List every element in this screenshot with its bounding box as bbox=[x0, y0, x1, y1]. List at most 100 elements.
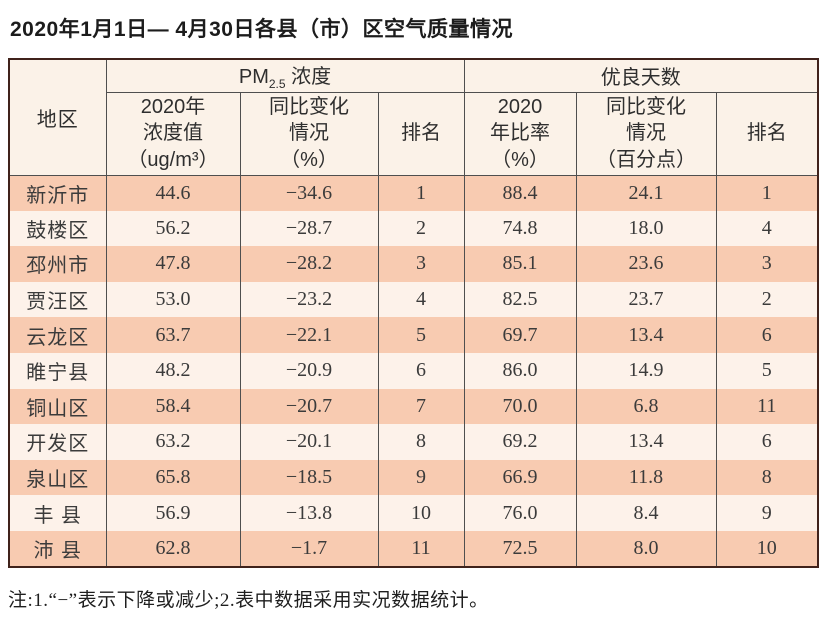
pm-change-cell: −34.6 bbox=[239, 175, 378, 211]
header-sub-row: 2020年 浓度值 （ug/m³） 同比变化 情况 （%） 排名 2020 年比… bbox=[9, 92, 819, 176]
good-days-rate-cell: 66.9 bbox=[463, 459, 577, 496]
pm-rank-cell: 9 bbox=[377, 459, 465, 496]
table-row: 开发区 63.2 −20.1 8 69.2 13.4 6 bbox=[9, 424, 819, 460]
good-days-change-cell: 14.9 bbox=[575, 352, 717, 389]
table-row: 鼓楼区 56.2 −28.7 2 74.8 18.0 4 bbox=[9, 210, 819, 247]
good-days-rate-cell: 72.5 bbox=[463, 530, 577, 567]
pm-concentration-cell: 58.4 bbox=[105, 388, 240, 425]
table-row: 邳州市 47.8 −28.2 3 85.1 23.6 3 bbox=[9, 246, 819, 282]
pm-concentration-cell: 56.2 bbox=[105, 210, 240, 247]
good-days-change-cell: 13.4 bbox=[575, 317, 717, 353]
header-pm-change: 同比变化 情况 （%） bbox=[239, 92, 378, 176]
good-days-rank-cell: 5 bbox=[715, 352, 819, 389]
good-days-rate-cell: 82.5 bbox=[463, 281, 577, 318]
air-quality-table: 地区 PM2.5 浓度 优良天数 2020年 浓度值 （ug/m³） 同比变化 … bbox=[8, 58, 820, 568]
region-cell: 鼓楼区 bbox=[26, 219, 90, 242]
pm25-prefix: PM bbox=[238, 66, 269, 89]
pm-concentration-cell: 65.8 bbox=[105, 459, 240, 496]
good-days-change-cell: 24.1 bbox=[575, 175, 717, 211]
pm-rank-cell: 8 bbox=[377, 424, 465, 460]
table-body: 新沂市 44.6 −34.6 1 88.4 24.1 1 鼓楼区 56.2 −2… bbox=[9, 175, 819, 567]
table-row: 睢宁县 48.2 −20.9 6 86.0 14.9 5 bbox=[9, 352, 819, 389]
good-days-rate-cell: 88.4 bbox=[463, 175, 577, 211]
pm-rank-cell: 4 bbox=[377, 281, 465, 318]
good-days-change-cell: 23.6 bbox=[575, 246, 717, 282]
pm-change-cell: −28.2 bbox=[239, 246, 378, 282]
region-cell: 丰 县 bbox=[33, 504, 83, 527]
pm-change-cell: −20.9 bbox=[239, 352, 378, 389]
region-cell: 开发区 bbox=[26, 433, 90, 456]
pm25-subscript: 2.5 bbox=[268, 77, 286, 92]
good-days-rank-cell: 2 bbox=[715, 281, 819, 318]
table-row: 丰 县 56.9 −13.8 10 76.0 8.4 9 bbox=[9, 495, 819, 531]
good-days-rate-cell: 70.0 bbox=[463, 388, 577, 425]
pm-rank-cell: 2 bbox=[377, 210, 465, 247]
region-cell: 新沂市 bbox=[26, 184, 90, 207]
good-days-rank-cell: 11 bbox=[715, 388, 819, 425]
header-good-days-rank: 排名 bbox=[715, 92, 819, 176]
pm-rank-cell: 5 bbox=[377, 317, 465, 353]
table-row: 铜山区 58.4 −20.7 7 70.0 6.8 11 bbox=[9, 388, 819, 425]
table-header: 地区 PM2.5 浓度 优良天数 2020年 浓度值 （ug/m³） 同比变化 … bbox=[9, 59, 819, 176]
pm-concentration-cell: 53.0 bbox=[105, 281, 240, 318]
good-days-change-cell: 18.0 bbox=[575, 210, 717, 247]
pm-change-cell: −13.8 bbox=[239, 495, 378, 531]
good-days-rank-cell: 1 bbox=[715, 175, 819, 211]
footnote: 注:1.“−”表示下降或减少;2.表中数据采用实况数据统计。 bbox=[8, 589, 489, 611]
good-days-rate-cell: 69.7 bbox=[463, 317, 577, 353]
pm-rank-cell: 1 bbox=[377, 175, 465, 211]
pm-change-cell: −28.7 bbox=[239, 210, 378, 247]
page-title: 2020年1月1日— 4月30日各县（市）区空气质量情况 bbox=[10, 18, 513, 41]
good-days-rank-cell: 8 bbox=[715, 459, 819, 496]
good-days-rate-cell: 85.1 bbox=[463, 246, 577, 282]
region-cell: 泉山区 bbox=[26, 469, 90, 492]
good-days-rate-cell: 86.0 bbox=[463, 352, 577, 389]
pm-concentration-cell: 47.8 bbox=[105, 246, 240, 282]
good-days-change-cell: 11.8 bbox=[575, 459, 717, 496]
pm-change-cell: −18.5 bbox=[239, 459, 378, 496]
header-good-days-rate: 2020 年比率 （%） bbox=[463, 92, 577, 176]
good-days-rate-cell: 69.2 bbox=[463, 424, 577, 460]
good-days-rank-cell: 9 bbox=[715, 495, 819, 531]
region-cell: 铜山区 bbox=[26, 397, 90, 420]
good-days-change-cell: 8.4 bbox=[575, 495, 717, 531]
good-days-rank-cell: 3 bbox=[715, 246, 819, 282]
good-days-rate-cell: 76.0 bbox=[463, 495, 577, 531]
good-days-rank-cell: 10 bbox=[715, 530, 819, 567]
pm-rank-cell: 10 bbox=[377, 495, 465, 531]
region-cell: 沛 县 bbox=[33, 539, 83, 562]
header-group-row: 地区 PM2.5 浓度 优良天数 bbox=[9, 59, 819, 176]
pm-change-cell: −1.7 bbox=[239, 530, 378, 567]
region-cell: 云龙区 bbox=[26, 326, 90, 349]
pm25-suffix: 浓度 bbox=[285, 66, 332, 89]
good-days-change-cell: 8.0 bbox=[575, 530, 717, 567]
good-days-change-cell: 13.4 bbox=[575, 424, 717, 460]
region-cell: 贾汪区 bbox=[26, 291, 90, 314]
table-row: 沛 县 62.8 −1.7 11 72.5 8.0 10 bbox=[9, 530, 819, 567]
pm-concentration-cell: 56.9 bbox=[105, 495, 240, 531]
region-cell: 邳州市 bbox=[26, 255, 90, 278]
pm-concentration-cell: 62.8 bbox=[105, 530, 240, 567]
pm-change-cell: −23.2 bbox=[239, 281, 378, 318]
table-row: 新沂市 44.6 −34.6 1 88.4 24.1 1 bbox=[9, 175, 819, 211]
good-days-rank-cell: 4 bbox=[715, 210, 819, 247]
pm-change-cell: −22.1 bbox=[239, 317, 378, 353]
header-good-days-change: 同比变化 情况 （百分点） bbox=[575, 92, 717, 176]
pm25-label: PM2.5 浓度 bbox=[238, 66, 332, 92]
pm-change-cell: −20.7 bbox=[239, 388, 378, 425]
air-quality-report: 2020年1月1日— 4月30日各县（市）区空气质量情况 地区 PM2.5 浓度… bbox=[0, 13, 825, 612]
good-days-rank-cell: 6 bbox=[715, 424, 819, 460]
good-days-change-cell: 23.7 bbox=[575, 281, 717, 318]
header-pm-rank: 排名 bbox=[377, 92, 465, 176]
good-days-change-cell: 6.8 bbox=[575, 388, 717, 425]
table-row: 贾汪区 53.0 −23.2 4 82.5 23.7 2 bbox=[9, 281, 819, 318]
header-region: 地区 bbox=[9, 59, 106, 176]
region-cell: 睢宁县 bbox=[26, 362, 90, 385]
pm-rank-cell: 3 bbox=[377, 246, 465, 282]
pm-concentration-cell: 63.7 bbox=[105, 317, 240, 353]
pm-rank-cell: 7 bbox=[377, 388, 465, 425]
header-pm-concentration: 2020年 浓度值 （ug/m³） bbox=[105, 92, 240, 176]
header-group-pm25: PM2.5 浓度 bbox=[105, 59, 465, 93]
pm-concentration-cell: 63.2 bbox=[105, 424, 240, 460]
pm-rank-cell: 6 bbox=[377, 352, 465, 389]
